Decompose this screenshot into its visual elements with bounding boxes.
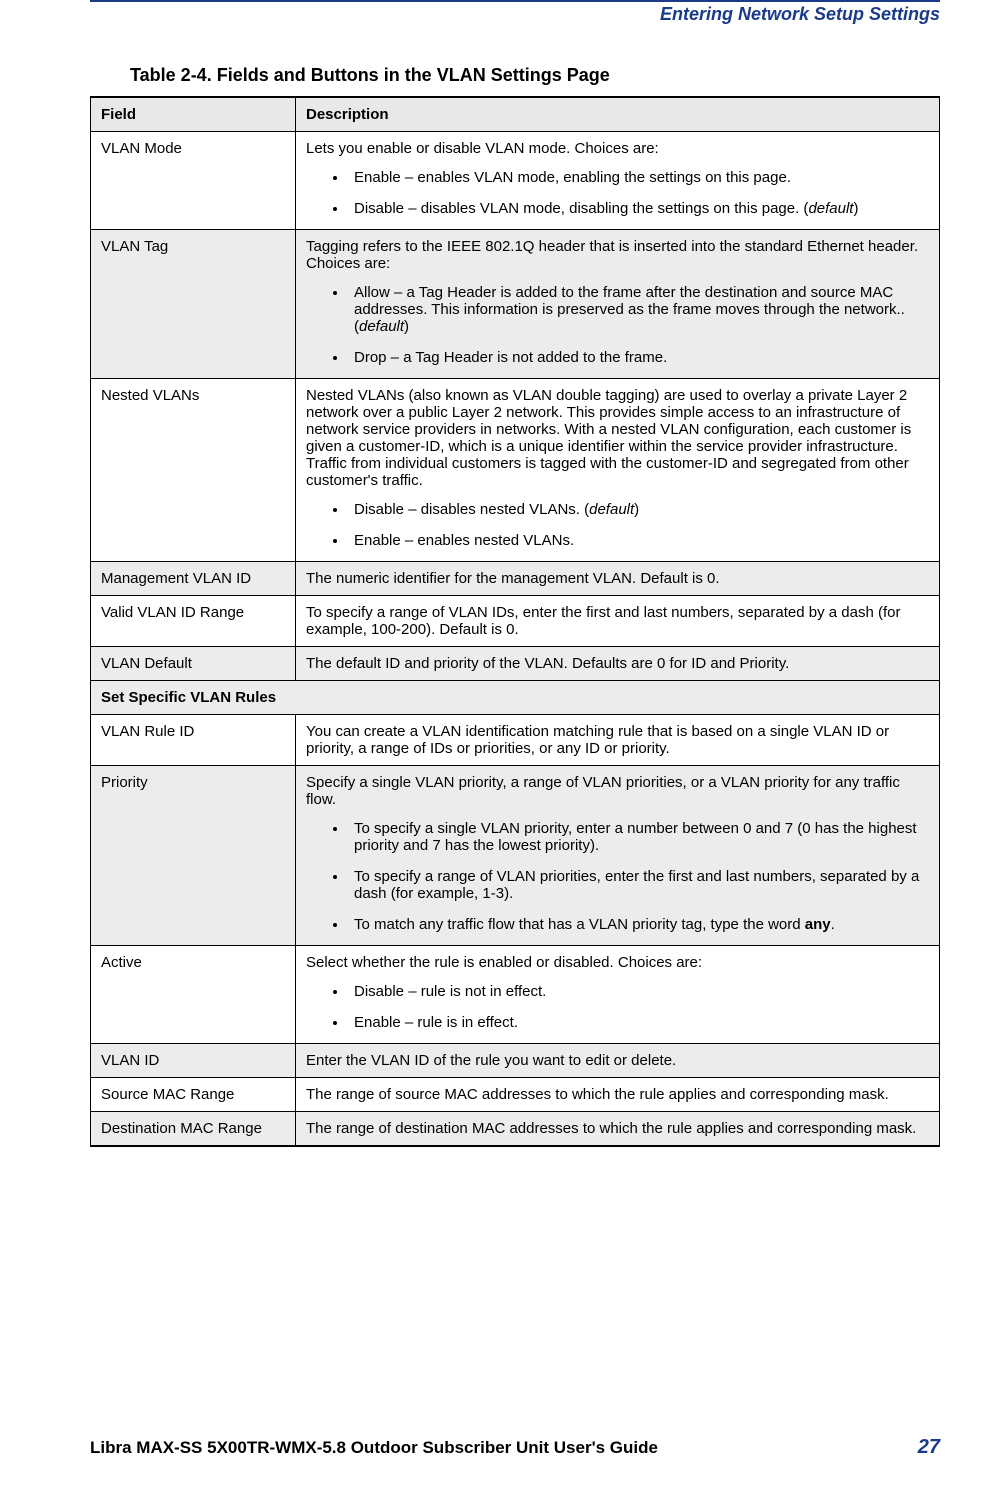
desc-cell: The range of source MAC addresses to whi… xyxy=(296,1078,940,1112)
document-page: Entering Network Setup Settings Table 2-… xyxy=(0,0,990,1499)
desc-cell: Nested VLANs (also known as VLAN double … xyxy=(296,379,940,562)
desc-cell: To specify a range of VLAN IDs, enter th… xyxy=(296,596,940,647)
field-cell: VLAN ID xyxy=(91,1044,296,1078)
desc-cell: The numeric identifier for the managemen… xyxy=(296,562,940,596)
desc-cell: Lets you enable or disable VLAN mode. Ch… xyxy=(296,132,940,230)
field-cell: VLAN Rule ID xyxy=(91,715,296,766)
bullet-item: Drop – a Tag Header is not added to the … xyxy=(348,349,929,366)
desc-cell: Specify a single VLAN priority, a range … xyxy=(296,766,940,946)
footer-guide-title: Libra MAX-SS 5X00TR-WMX-5.8 Outdoor Subs… xyxy=(90,1438,658,1458)
bullet-list: To specify a single VLAN priority, enter… xyxy=(306,820,929,933)
vlan-settings-table: Field Description VLAN Mode Lets you ena… xyxy=(90,96,940,1147)
bullet-item: Disable – rule is not in effect. xyxy=(348,983,929,1000)
desc-cell: Tagging refers to the IEEE 802.1Q header… xyxy=(296,230,940,379)
table-row: Destination MAC Range The range of desti… xyxy=(91,1112,940,1147)
bullet-list: Enable – enables VLAN mode, enabling the… xyxy=(306,169,929,217)
bullet-item: Disable – disables VLAN mode, disabling … xyxy=(348,200,929,217)
section-header-cell: Set Specific VLAN Rules xyxy=(91,681,940,715)
field-cell: VLAN Mode xyxy=(91,132,296,230)
table-row: VLAN ID Enter the VLAN ID of the rule yo… xyxy=(91,1044,940,1078)
bullet-list: Allow – a Tag Header is added to the fra… xyxy=(306,284,929,366)
section-row: Set Specific VLAN Rules xyxy=(91,681,940,715)
bullet-item: Enable – rule is in effect. xyxy=(348,1014,929,1031)
field-cell: VLAN Tag xyxy=(91,230,296,379)
desc-cell: The default ID and priority of the VLAN.… xyxy=(296,647,940,681)
bullet-item: To specify a single VLAN priority, enter… xyxy=(348,820,929,854)
desc-intro: Lets you enable or disable VLAN mode. Ch… xyxy=(306,140,659,157)
table-row: VLAN Tag Tagging refers to the IEEE 802.… xyxy=(91,230,940,379)
field-cell: Source MAC Range xyxy=(91,1078,296,1112)
table-row: Management VLAN ID The numeric identifie… xyxy=(91,562,940,596)
bullet-item: Enable – enables VLAN mode, enabling the… xyxy=(348,169,929,186)
field-cell: Valid VLAN ID Range xyxy=(91,596,296,647)
bullet-item: To match any traffic flow that has a VLA… xyxy=(348,916,929,933)
table-row: Priority Specify a single VLAN priority,… xyxy=(91,766,940,946)
table-row: Valid VLAN ID Range To specify a range o… xyxy=(91,596,940,647)
col-description: Description xyxy=(296,97,940,132)
table-row: VLAN Mode Lets you enable or disable VLA… xyxy=(91,132,940,230)
table-row: VLAN Default The default ID and priority… xyxy=(91,647,940,681)
table-row: Active Select whether the rule is enable… xyxy=(91,946,940,1044)
page-number: 27 xyxy=(918,1436,940,1459)
bullet-item: Allow – a Tag Header is added to the fra… xyxy=(348,284,929,335)
desc-cell: Enter the VLAN ID of the rule you want t… xyxy=(296,1044,940,1078)
field-cell: Destination MAC Range xyxy=(91,1112,296,1147)
field-cell: Priority xyxy=(91,766,296,946)
table-header-row: Field Description xyxy=(91,97,940,132)
field-cell: Nested VLANs xyxy=(91,379,296,562)
header-rule xyxy=(90,0,940,2)
desc-intro: Tagging refers to the IEEE 802.1Q header… xyxy=(306,238,918,272)
page-footer: Libra MAX-SS 5X00TR-WMX-5.8 Outdoor Subs… xyxy=(90,1436,940,1459)
desc-cell: Select whether the rule is enabled or di… xyxy=(296,946,940,1044)
bullet-list: Disable – rule is not in effect. Enable … xyxy=(306,983,929,1031)
section-header: Entering Network Setup Settings xyxy=(90,4,940,25)
bullet-item: Disable – disables nested VLANs. (defaul… xyxy=(348,501,929,518)
desc-cell: You can create a VLAN identification mat… xyxy=(296,715,940,766)
col-field: Field xyxy=(91,97,296,132)
desc-intro: Nested VLANs (also known as VLAN double … xyxy=(306,387,911,489)
table-row: VLAN Rule ID You can create a VLAN ident… xyxy=(91,715,940,766)
desc-intro: Specify a single VLAN priority, a range … xyxy=(306,774,900,808)
field-cell: Active xyxy=(91,946,296,1044)
bullet-item: Enable – enables nested VLANs. xyxy=(348,532,929,549)
desc-intro: Select whether the rule is enabled or di… xyxy=(306,954,702,971)
bullet-list: Disable – disables nested VLANs. (defaul… xyxy=(306,501,929,549)
desc-cell: The range of destination MAC addresses t… xyxy=(296,1112,940,1147)
field-cell: VLAN Default xyxy=(91,647,296,681)
field-cell: Management VLAN ID xyxy=(91,562,296,596)
table-caption: Table 2-4. Fields and Buttons in the VLA… xyxy=(130,65,940,86)
table-row: Nested VLANs Nested VLANs (also known as… xyxy=(91,379,940,562)
bullet-item: To specify a range of VLAN priorities, e… xyxy=(348,868,929,902)
table-row: Source MAC Range The range of source MAC… xyxy=(91,1078,940,1112)
